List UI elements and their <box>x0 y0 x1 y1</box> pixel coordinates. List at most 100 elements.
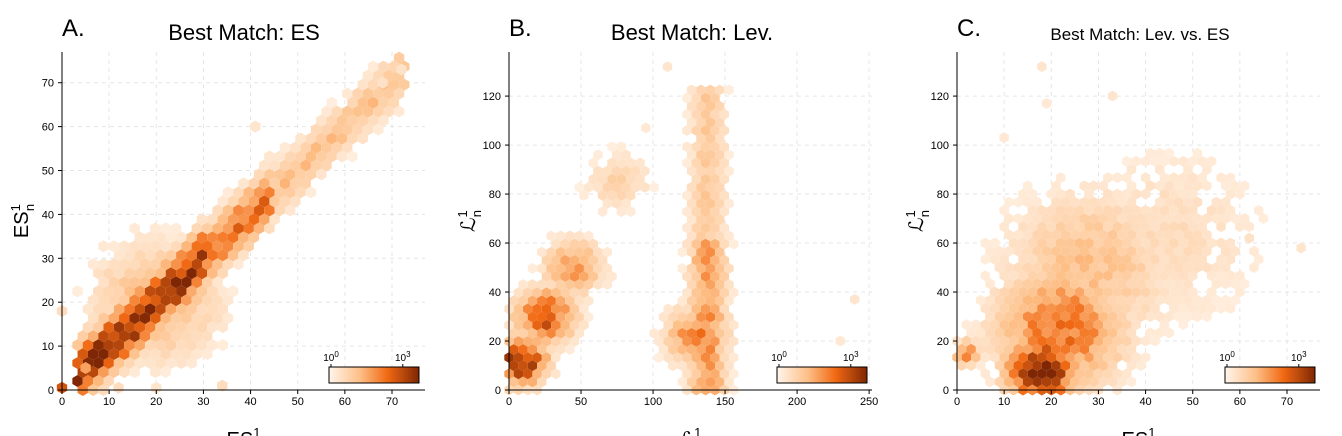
hexbin-cell <box>1013 327 1023 339</box>
hexbin-cell <box>119 276 130 289</box>
hexbin-cell <box>1041 327 1052 339</box>
hexbin-cell <box>1211 213 1221 224</box>
hexbin-cell <box>714 311 725 323</box>
hexbin-cell <box>362 69 374 82</box>
hexbin-cell <box>108 240 120 253</box>
y-tick-label: 40 <box>937 287 949 299</box>
hexbin-cell <box>222 204 234 217</box>
hexbin-cell <box>202 294 213 307</box>
hexbin-cell <box>87 294 99 307</box>
hexbin-cell <box>682 335 692 347</box>
hexbin-cell <box>509 360 519 372</box>
hexbin-cell <box>1098 327 1108 339</box>
hexbin-cell <box>994 311 1005 322</box>
hexbin-cell <box>714 181 725 193</box>
hexbin-cell <box>1192 180 1203 192</box>
hexbin-cell <box>1056 172 1066 184</box>
hexbin-cell <box>658 344 669 355</box>
hexbin-cell <box>1093 270 1104 282</box>
y-tick-label: 100 <box>931 140 949 152</box>
hexbin-cell <box>1018 253 1028 265</box>
hexbin-cell <box>1107 262 1118 273</box>
hexbin-cell <box>696 198 706 209</box>
hexbin-cell <box>373 123 384 136</box>
hexbin-cell <box>1046 319 1056 331</box>
hexbin-cell <box>527 327 538 339</box>
hexbin-cell <box>134 321 145 334</box>
hexbin-cell <box>1211 294 1221 306</box>
hexbin-cell <box>98 366 109 379</box>
hexbin-cell <box>1188 286 1198 298</box>
hexbin-cell <box>626 189 636 201</box>
hexbin-cell <box>1008 237 1019 249</box>
hexbin-cell <box>1126 213 1137 224</box>
hexbin-cell <box>1008 351 1019 363</box>
hexbin-cell <box>93 339 104 352</box>
hexbin-cell <box>212 204 223 217</box>
hexbin-cell <box>393 87 405 100</box>
hexbin-cell <box>1074 368 1085 380</box>
hexbin-cell <box>1211 262 1221 273</box>
hexbin-cell <box>602 181 612 193</box>
hexbin-cell <box>1004 278 1014 290</box>
hexbin-cell <box>686 149 697 161</box>
hexbin-cell <box>1155 278 1165 290</box>
hexbin-cell <box>509 327 519 339</box>
hexbin-cell <box>134 339 145 352</box>
y-tick-label: 70 <box>42 78 54 90</box>
hexbin-cell <box>1178 253 1188 265</box>
hexbin-cell <box>1230 180 1240 192</box>
hexbin-cell <box>269 195 280 208</box>
hexbin-cell <box>98 294 109 307</box>
hexbin-cell <box>630 181 641 193</box>
hexbin-cell <box>103 375 114 388</box>
hexbin-cell <box>207 267 218 280</box>
hexbin-cell <box>321 159 332 172</box>
hexbin-cell <box>719 303 730 315</box>
hexbin-cell <box>518 376 528 388</box>
hexbin-cell <box>1221 294 1231 306</box>
hexbin-cell <box>113 357 125 370</box>
hexbin-cell <box>1131 286 1141 298</box>
hexbin-cell <box>108 330 120 343</box>
hexbin-cell <box>714 117 725 128</box>
hexbin-cell <box>607 141 617 153</box>
hexbin-cell <box>176 249 187 262</box>
hexbin-cell <box>1027 188 1038 200</box>
hexbin-cell <box>1079 262 1089 273</box>
hexbin-cell <box>635 173 645 185</box>
hexbin-cell <box>527 262 538 274</box>
hexbin-cell <box>1131 221 1141 233</box>
hexbin-cell <box>1173 213 1184 224</box>
hexbin-cell <box>181 312 192 325</box>
hexbin-cell <box>139 276 151 289</box>
hexbin-cell <box>686 311 697 323</box>
hexbin-cell <box>541 254 552 266</box>
hexbin-cell <box>1230 294 1240 306</box>
hexbin-cell <box>217 231 228 244</box>
hexbin-cell <box>700 254 711 266</box>
hexbin-cell <box>1013 311 1023 322</box>
hexbin-cell <box>537 295 547 307</box>
hexbin-cell <box>696 376 706 388</box>
hexbin-cell <box>682 287 692 299</box>
y-axis-label: ℒ1n <box>903 210 932 232</box>
hexbin-cell <box>196 267 208 280</box>
hexbin-cell <box>1046 368 1056 380</box>
hexbin-cell <box>994 360 1005 371</box>
hexbin-cell <box>1235 221 1245 233</box>
hexbin-cell <box>607 173 617 185</box>
hexbin-cell <box>1089 278 1099 290</box>
hexbin-cell <box>1202 245 1212 257</box>
hexbin-cell <box>160 348 171 361</box>
hexbin-cell <box>181 276 192 289</box>
hexbin-cell <box>1117 278 1127 290</box>
hexbin-cell <box>352 105 363 118</box>
hexbin-cell <box>1183 245 1193 257</box>
hexbin-cell <box>541 303 552 315</box>
hexbin-cell <box>202 312 213 325</box>
hexbin-cell <box>1239 278 1250 290</box>
hexbin-cell <box>1131 204 1141 216</box>
hexbin-cell <box>160 240 171 253</box>
y-tick-label: 30 <box>42 253 54 265</box>
